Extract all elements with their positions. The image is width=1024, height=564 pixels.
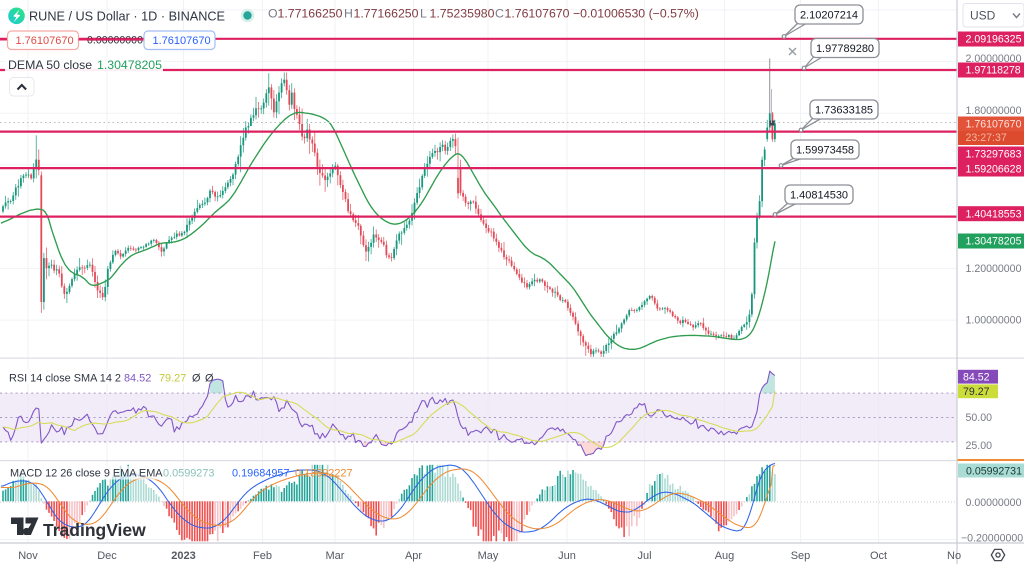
svg-text:79.27: 79.27 — [963, 386, 990, 398]
svg-text:TradingView: TradingView — [43, 520, 146, 540]
svg-text:1.30478205: 1.30478205 — [97, 58, 162, 72]
svg-text:Nov: Nov — [18, 550, 38, 562]
svg-text:Jul: Jul — [637, 550, 651, 562]
svg-text:1.77166250: 1.77166250 — [354, 7, 419, 21]
svg-text:1.00000000: 1.00000000 — [966, 315, 1022, 327]
svg-text:Apr: Apr — [405, 550, 422, 562]
svg-text:O: O — [268, 7, 278, 21]
svg-text:0.0599273: 0.0599273 — [163, 468, 214, 480]
svg-text:USD: USD — [970, 9, 996, 23]
svg-text:Jun: Jun — [558, 550, 576, 562]
svg-text:1.76107670: 1.76107670 — [505, 7, 570, 21]
svg-text:RUNE / US Dollar · 1D · BINANC: RUNE / US Dollar · 1D · BINANCE — [29, 9, 225, 23]
svg-text:1.76107670: 1.76107670 — [966, 119, 1022, 131]
svg-text:0.00000000: 0.00000000 — [966, 497, 1022, 509]
svg-text:No: No — [947, 550, 961, 562]
svg-text:79.27: 79.27 — [159, 373, 186, 385]
svg-text:1.75235980: 1.75235980 — [430, 7, 495, 21]
svg-text:0.05992731: 0.05992731 — [966, 466, 1022, 478]
svg-text:2023: 2023 — [171, 550, 195, 562]
svg-text:Ø: Ø — [192, 373, 201, 385]
svg-text:1.77166250: 1.77166250 — [278, 7, 343, 21]
svg-text:1.73633185: 1.73633185 — [815, 105, 873, 117]
svg-text:84.52: 84.52 — [124, 373, 151, 385]
svg-text:1.30478205: 1.30478205 — [966, 236, 1022, 248]
svg-text:1.76107670: 1.76107670 — [153, 35, 211, 47]
svg-text:25.00: 25.00 — [966, 440, 993, 452]
svg-text:Feb: Feb — [253, 550, 272, 562]
svg-text:2.10207214: 2.10207214 — [800, 10, 858, 22]
svg-text:−0.20000000: −0.20000000 — [961, 533, 1023, 545]
svg-text:Oct: Oct — [870, 550, 887, 562]
svg-text:1.40814530: 1.40814530 — [790, 190, 848, 202]
svg-text:1.59206628: 1.59206628 — [966, 164, 1022, 176]
svg-text:May: May — [478, 550, 499, 562]
svg-text:2.09196325: 2.09196325 — [966, 34, 1022, 46]
svg-text:Aug: Aug — [715, 550, 735, 562]
svg-text:Mar: Mar — [326, 550, 345, 562]
svg-text:84.52: 84.52 — [963, 371, 990, 383]
svg-text:L: L — [420, 7, 427, 21]
svg-text:C: C — [495, 7, 504, 21]
svg-text:1.20000000: 1.20000000 — [966, 263, 1022, 275]
svg-text:1.80000000: 1.80000000 — [966, 105, 1022, 117]
svg-text:Sep: Sep — [791, 550, 811, 562]
svg-text:1.59973458: 1.59973458 — [796, 145, 854, 157]
svg-text:1.97789280: 1.97789280 — [816, 43, 874, 55]
svg-text:2.00000000: 2.00000000 — [966, 53, 1022, 65]
svg-text:RSI 14 close SMA 14 2: RSI 14 close SMA 14 2 — [9, 373, 121, 385]
svg-text:0.19684957: 0.19684957 — [232, 468, 290, 480]
svg-text:50.00: 50.00 — [966, 412, 993, 424]
svg-text:0.13692227: 0.13692227 — [295, 468, 353, 480]
svg-text:H: H — [344, 7, 353, 21]
svg-text:DEMA 50 close: DEMA 50 close — [8, 58, 92, 72]
svg-text:1.97118278: 1.97118278 — [966, 65, 1021, 77]
svg-text:1.40418553: 1.40418553 — [966, 208, 1022, 220]
svg-text:Ø: Ø — [205, 373, 214, 385]
svg-text:1.76107670: 1.76107670 — [16, 35, 74, 47]
svg-text:1.73297683: 1.73297683 — [966, 149, 1022, 161]
svg-text:Dec: Dec — [97, 550, 117, 562]
svg-text:MACD 12 26 close 9 EMA EMA: MACD 12 26 close 9 EMA EMA — [10, 468, 163, 480]
svg-text:23:27:37: 23:27:37 — [966, 132, 1007, 144]
svg-text:−0.01006530 (−0.57%): −0.01006530 (−0.57%) — [573, 7, 699, 21]
